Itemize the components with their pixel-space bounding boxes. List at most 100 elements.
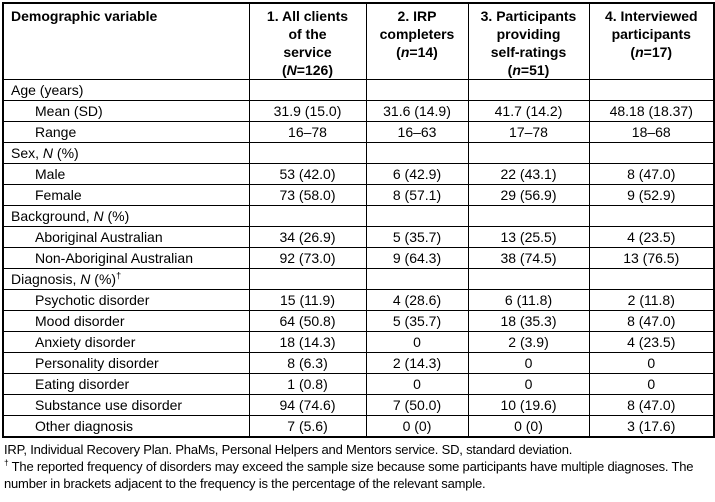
table-header-row: Demographic variable 1. All clients of th…: [2, 2, 715, 80]
text-segment: Range: [35, 124, 77, 140]
cell-value: 22 (43.1): [467, 163, 590, 185]
cell-value: 2 (11.8): [588, 289, 715, 311]
dagger-marker: †: [4, 457, 9, 468]
cell-value: 6 (42.9): [365, 163, 469, 185]
cell-value: 18 (14.3): [248, 331, 367, 353]
text-segment: (%): [103, 208, 130, 224]
header-line: (N=126): [252, 61, 364, 79]
row-label: Eating disorder: [2, 373, 250, 395]
cell-value: 0: [588, 373, 715, 395]
section-header-row: Sex, N (%): [2, 142, 715, 164]
column-header-demographic-variable: Demographic variable: [2, 2, 250, 80]
cell-value: 0: [588, 352, 715, 374]
cell-value: 48.18 (18.37): [588, 100, 715, 122]
text-segment: (: [630, 44, 636, 60]
table-row: Range 16–78 16–63 17–78 18–68: [2, 121, 715, 143]
row-label: Range: [2, 121, 250, 143]
text-segment: N: [42, 145, 54, 161]
header-line: 4. Interviewed: [592, 7, 712, 25]
text-segment: (%): [53, 145, 79, 161]
table-row: Personality disorder 8 (6.3) 2 (14.3) 0 0: [2, 352, 715, 374]
table-row: Mean (SD) 31.9 (15.0) 31.6 (14.9) 41.7 (14.…: [2, 100, 715, 122]
row-label: Age (years): [2, 79, 250, 101]
text-segment: Sex,: [11, 145, 43, 161]
cell-value: 17–78: [467, 121, 590, 143]
table-body: Age (years) Mean (SD) 31.9 (15.0) 31.6 (14.…: [2, 79, 715, 437]
cell-value: 29 (56.9): [467, 184, 590, 206]
table-row: Substance use disorder 94 (74.6) 7 (50.0) 1…: [2, 394, 715, 416]
text-segment: Aboriginal Australian: [35, 229, 163, 245]
row-label: Psychotic disorder: [2, 289, 250, 311]
cell-value: 2 (3.9): [467, 331, 590, 353]
cell-value: 92 (73.0): [248, 247, 367, 269]
cell-value: [248, 79, 367, 101]
cell-value: [467, 79, 590, 101]
cell-value: 16–63: [365, 121, 469, 143]
cell-value: 4 (28.6): [365, 289, 469, 311]
cell-value: [365, 205, 469, 227]
row-label: Aboriginal Australian: [2, 226, 250, 248]
header-line: of the: [252, 25, 364, 43]
header-line: 1. All clients: [252, 7, 364, 25]
table-row: Other diagnosis 7 (5.6) 0 (0) 0 (0) 3 (17.6): [2, 415, 715, 437]
cell-value: 0 (0): [365, 415, 469, 437]
text-segment: Psychotic disorder: [35, 292, 150, 308]
text-segment: (%): [90, 271, 117, 287]
cell-value: 7 (5.6): [248, 415, 367, 437]
text-segment: (: [282, 62, 287, 78]
row-label: Background, N (%): [2, 205, 250, 227]
text-segment: =126): [296, 62, 333, 78]
cell-value: 9 (52.9): [588, 184, 715, 206]
column-header-interviewed: 4. Interviewed participants (n=17): [588, 2, 715, 80]
cell-value: 34 (26.9): [248, 226, 367, 248]
footnote: IRP, Individual Recovery Plan. PhaMs, Pe…: [4, 441, 712, 458]
section-header-row: Background, N (%): [2, 205, 715, 227]
cell-value: 18–68: [588, 121, 715, 143]
cell-value: 0: [365, 373, 469, 395]
text-segment: Male: [35, 166, 66, 182]
section-header-row: Diagnosis, N (%)†: [2, 268, 715, 290]
text-segment: Non-Aboriginal Australian: [35, 250, 193, 266]
cell-value: 38 (74.5): [467, 247, 590, 269]
text-segment: 1. All clients: [266, 8, 349, 24]
demographics-table: Demographic variable 1. All clients of th…: [2, 2, 715, 438]
cell-value: 0: [365, 331, 469, 353]
row-label: Personality disorder: [2, 352, 250, 374]
text-segment: n: [635, 44, 644, 60]
row-label: Female: [2, 184, 250, 206]
cell-value: 13 (76.5): [588, 247, 715, 269]
cell-value: 8 (6.3): [248, 352, 367, 374]
cell-value: [588, 142, 715, 164]
table-row: Aboriginal Australian 34 (26.9) 5 (35.7) 13…: [2, 226, 715, 248]
text-segment: N: [80, 271, 91, 287]
text-segment: =51): [520, 62, 550, 78]
text-segment: n: [400, 44, 410, 60]
footnotes: IRP, Individual Recovery Plan. PhaMs, Pe…: [4, 441, 712, 492]
text-segment: Background,: [11, 208, 94, 224]
cell-value: 53 (42.0): [248, 163, 367, 185]
text-segment: self-ratings: [490, 44, 567, 60]
column-header-all-clients: 1. All clients of the service (N=126): [248, 2, 367, 80]
row-label: Mood disorder: [2, 310, 250, 332]
cell-value: [365, 268, 469, 290]
table-row: Eating disorder 1 (0.8) 0 0 0: [2, 373, 715, 395]
cell-value: 13 (25.5): [467, 226, 590, 248]
text-segment: Diagnosis,: [11, 271, 81, 287]
header-line: participants: [592, 25, 712, 43]
cell-value: 31.9 (15.0): [248, 100, 367, 122]
cell-value: 31.6 (14.9): [365, 100, 469, 122]
table-row: Psychotic disorder 15 (11.9) 4 (28.6) 6 (11…: [2, 289, 715, 311]
row-label: Other diagnosis: [2, 415, 250, 437]
row-label: Anxiety disorder: [2, 331, 250, 353]
text-segment: of the: [288, 26, 327, 42]
cell-value: [588, 79, 715, 101]
footnote: † The reported frequency of disorders ma…: [4, 458, 712, 492]
header-line: 2. IRP: [369, 7, 466, 25]
text-segment: Eating disorder: [35, 376, 130, 392]
cell-value: 15 (11.9): [248, 289, 367, 311]
header-line: (n=51): [471, 61, 587, 79]
cell-value: 0 (0): [467, 415, 590, 437]
cell-value: 8 (57.1): [365, 184, 469, 206]
table-row: Non-Aboriginal Australian 92 (73.0) 9 (64.…: [2, 247, 715, 269]
table-header: Demographic variable 1. All clients of th…: [2, 2, 715, 80]
